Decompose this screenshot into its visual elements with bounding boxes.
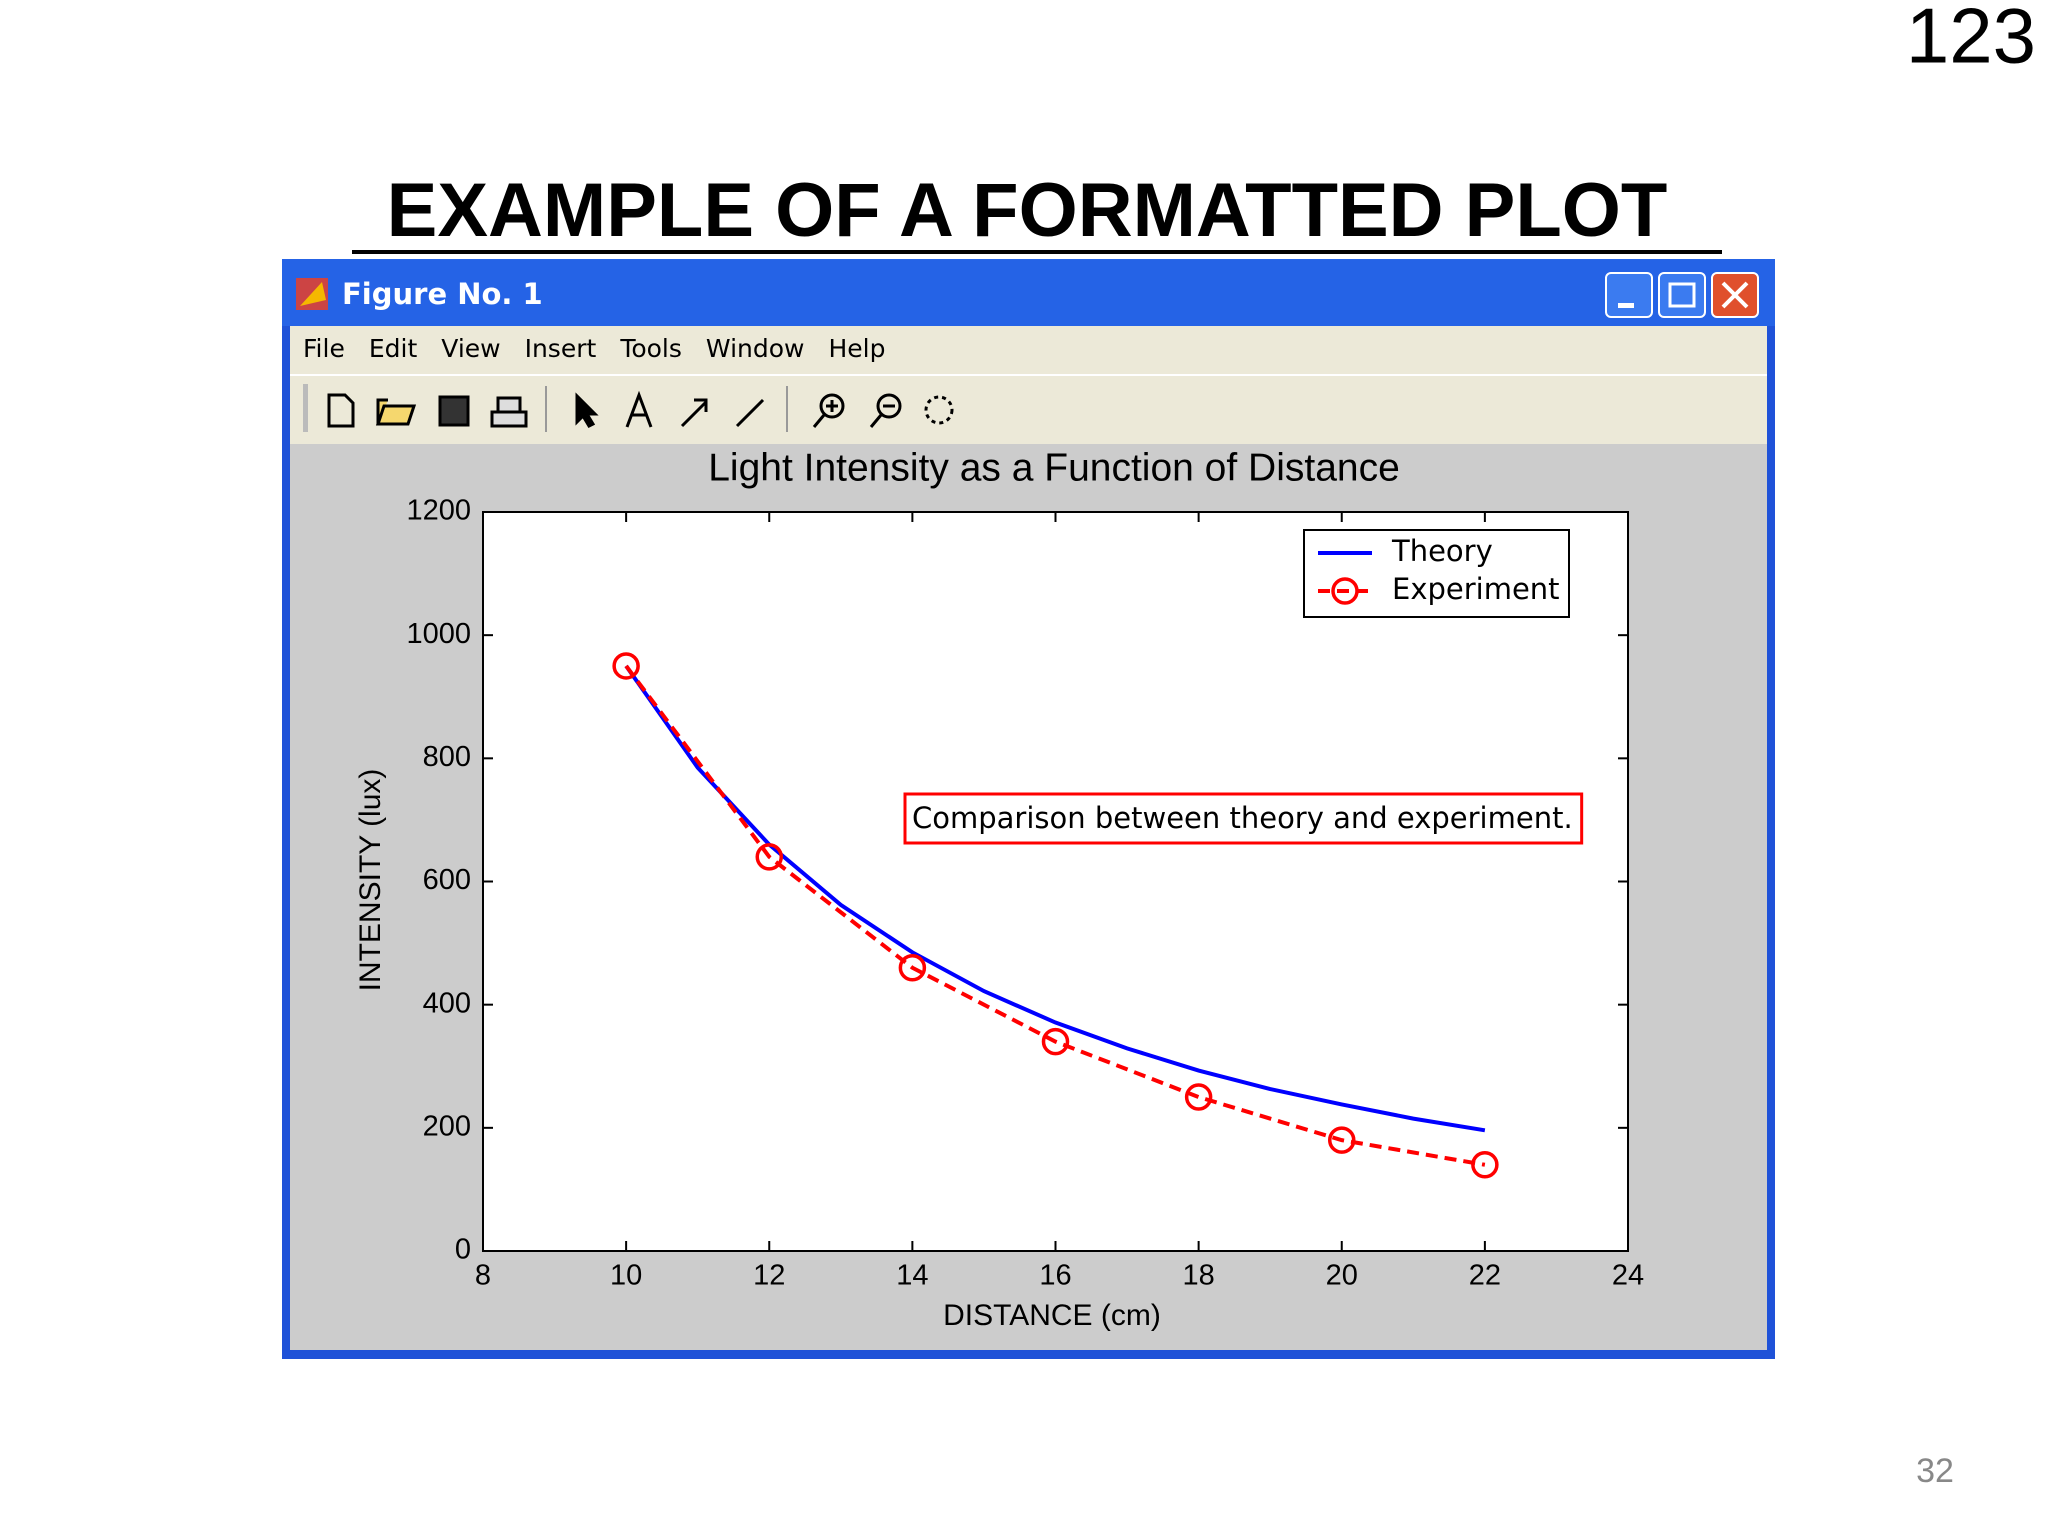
menu-item[interactable]: Tools: [619, 334, 682, 363]
save-icon[interactable]: [438, 395, 470, 427]
zoom-out-icon[interactable]: [876, 393, 902, 419]
data-point: [1041, 1027, 1070, 1056]
app-icon-shape: [300, 282, 326, 306]
menu-item[interactable]: Help: [828, 334, 885, 363]
arrow-icon[interactable]: [680, 398, 708, 428]
plot-area: [483, 512, 1628, 1251]
x-tick-label: 14: [896, 1260, 928, 1292]
x-tick-label: 24: [1612, 1260, 1644, 1292]
x-tick-label: 10: [610, 1260, 642, 1292]
x-tick-label: 12: [753, 1260, 785, 1292]
window-controls: [1605, 272, 1759, 318]
x-tick-label: 8: [475, 1260, 491, 1292]
toolbar-icons: [303, 384, 954, 432]
data-point: [1184, 1083, 1213, 1111]
maximize-button[interactable]: [1658, 272, 1706, 318]
y-tick-label: 1200: [406, 495, 471, 527]
data-point: [898, 953, 927, 982]
minimize-button[interactable]: [1605, 272, 1653, 318]
print-icon[interactable]: [490, 396, 528, 428]
menu-item[interactable]: Edit: [369, 334, 418, 363]
legend-label: Theory: [1391, 534, 1493, 568]
close-glyph: [1721, 281, 1749, 309]
x-tick-label: 20: [1326, 1260, 1358, 1292]
text-icon[interactable]: [625, 390, 653, 428]
slide-title: EXAMPLE OF A FORMATTED PLOT: [387, 168, 1668, 253]
y-tick-label: 600: [423, 864, 471, 896]
rotate-icon[interactable]: [924, 395, 954, 425]
select-icon[interactable]: [575, 392, 599, 428]
open-icon[interactable]: [375, 398, 417, 426]
series-line: [624, 664, 1486, 1167]
new-icon[interactable]: [327, 393, 355, 428]
menu-item[interactable]: Insert: [525, 334, 597, 363]
x-tick-label: 18: [1182, 1260, 1214, 1292]
y-tick-label: 800: [423, 741, 471, 773]
y-tick-label: 200: [423, 1110, 471, 1142]
maximize-glyph: [1668, 282, 1696, 308]
zoom-in-glyph: [812, 400, 838, 428]
y-tick-label: 400: [423, 987, 471, 1019]
x-tick-label: 22: [1469, 1260, 1501, 1292]
data-point: [1328, 1126, 1356, 1154]
menu-item[interactable]: File: [303, 334, 345, 363]
menu: File Edit View Insert Tools Window Help: [303, 334, 885, 363]
y-tick-label: 0: [455, 1234, 471, 1266]
toolbar-grip: [303, 384, 308, 432]
zoom-out-glyph: [869, 404, 895, 428]
menu-item[interactable]: View: [441, 334, 500, 363]
chart-title: Light Intensity as a Function of Distanc…: [708, 446, 1400, 489]
page-label: 123: [1906, 0, 2036, 80]
line-icon[interactable]: [735, 398, 765, 428]
menu-item[interactable]: Window: [706, 334, 805, 363]
legend-label: Experiment: [1392, 572, 1560, 606]
window-title: Figure No. 1: [342, 277, 543, 311]
data-point: [1471, 1151, 1499, 1179]
axes-box: [482, 511, 1629, 1252]
minimize-glyph: [1618, 303, 1634, 308]
menu-bar: [290, 326, 1767, 374]
data-point: [612, 652, 640, 680]
y-axis-label: INTENSITY (lux): [354, 769, 387, 992]
y-tick-label: 1000: [406, 618, 471, 650]
page-number: 32: [1916, 1452, 1954, 1490]
annotation-box: [903, 792, 1584, 845]
zoom-in-icon[interactable]: [819, 393, 845, 419]
toolbar: [290, 374, 1767, 444]
annotation: Comparison between theory and experiment…: [912, 801, 1573, 835]
x-tick-label: 16: [1039, 1260, 1071, 1292]
x-axis-label: DISTANCE (cm): [943, 1299, 1161, 1332]
data-point: [755, 843, 783, 871]
legend-marker: [1331, 577, 1359, 605]
title-bar: [282, 259, 1775, 326]
